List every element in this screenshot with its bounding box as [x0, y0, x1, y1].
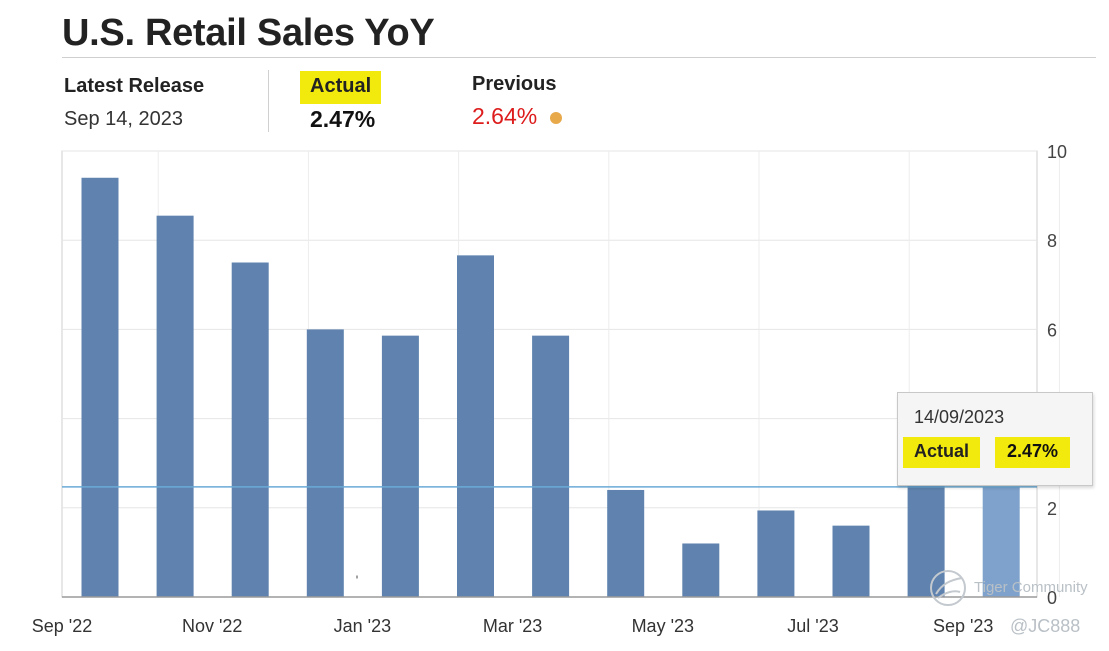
actual-label: Actual: [300, 71, 382, 104]
bar-feb-23: [457, 255, 494, 597]
x-tick-label: Mar '23: [483, 616, 542, 636]
page-title: U.S. Retail Sales YoY: [62, 12, 435, 54]
bar-sep-23: [982, 486, 1020, 597]
previous-status-dot: [550, 112, 562, 124]
latest-release-label: Latest Release: [64, 75, 205, 97]
bar-nov-22: [231, 262, 269, 597]
y-tick-label: 8: [1047, 231, 1057, 251]
bar-mar-23: [532, 335, 570, 597]
tiger-logo-icon: [930, 570, 966, 606]
x-tick-label: Sep '22: [32, 616, 93, 636]
x-tick-label: May '23: [632, 616, 694, 636]
bar-may-23: [682, 543, 720, 597]
latest-release-date: Sep 14, 2023: [64, 108, 183, 130]
y-tick-label: 6: [1047, 320, 1057, 340]
x-tick-label: Nov '22: [182, 616, 242, 636]
tooltip-date: 14/09/2023: [914, 407, 1005, 427]
y-tick-label: 2: [1047, 499, 1057, 519]
bar-jan-23: [381, 335, 419, 597]
chart-tooltip: 14/09/2023 Actual 2.47%: [897, 392, 1093, 486]
y-tick-label: 0: [1047, 588, 1057, 608]
bar-aug-23: [907, 479, 945, 597]
cursor-mark-icon: ˌ: [354, 559, 360, 579]
x-tick-label: Jul '23: [787, 616, 838, 636]
x-tick-label: Sep '23: [933, 616, 994, 636]
tooltip-label: Actual: [903, 437, 981, 468]
bar-dec-22: [306, 329, 344, 597]
bar-sep-22: [81, 177, 119, 597]
bar-jun-23: [757, 510, 795, 597]
y-tick-label: 10: [1047, 142, 1067, 162]
previous-label: Previous: [472, 73, 557, 95]
bar-jul-23: [832, 525, 870, 597]
previous-value: 2.64%: [472, 103, 538, 129]
header-divider: [268, 70, 269, 132]
actual-value: 2.47%: [310, 106, 376, 132]
watermark-user: @JC888: [1010, 616, 1081, 636]
x-tick-label: Jan '23: [334, 616, 391, 636]
title-divider: [62, 57, 1096, 58]
watermark-brand: Tiger Community: [974, 579, 1088, 596]
bar-oct-22: [156, 215, 194, 598]
tooltip-value: 2.47%: [995, 437, 1071, 468]
bar-apr-23: [607, 489, 645, 597]
